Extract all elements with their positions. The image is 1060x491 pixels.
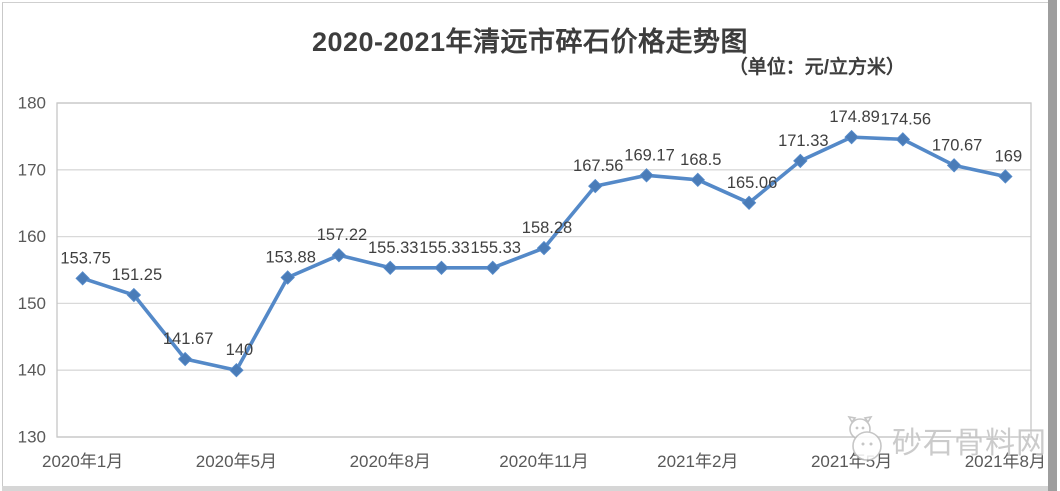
data-point-marker [690,172,705,188]
data-point-value-label: 169.17 [624,146,674,164]
data-point-marker [946,158,962,173]
data-point-marker [588,178,603,194]
data-point-marker [434,260,449,276]
x-tick-label: 2021年8月 [965,452,1046,471]
data-point-value-label: 157.22 [317,226,367,244]
data-point-marker [793,153,808,169]
data-point-marker [280,270,295,285]
data-point-marker [177,351,193,367]
x-tick-label: 2020年11月 [499,452,588,471]
data-point-value-label: 155.33 [419,239,469,257]
y-tick-label: 170 [18,160,46,179]
data-point-value-label: 151.25 [112,266,162,284]
data-point-marker [331,247,347,263]
bottom-edge-band [2,486,1049,491]
data-point-value-label: 153.75 [60,249,110,267]
x-tick-label: 2021年2月 [657,452,738,471]
data-point-marker [536,240,552,256]
x-tick-label: 2020年5月 [196,452,277,471]
y-tick-label: 160 [18,227,46,246]
y-tick-label: 180 [18,94,46,113]
data-point-value-label: 155.33 [471,239,521,257]
data-point-value-label: 158.28 [522,219,572,237]
data-point-value-label: 168.5 [680,151,721,169]
y-tick-label: 150 [18,294,46,313]
data-point-marker [229,362,244,378]
data-point-value-label: 174.89 [829,108,879,126]
data-point-marker [895,132,911,147]
data-point-value-label: 167.56 [573,157,623,175]
y-tick-label: 130 [18,428,46,447]
chart-unit-label: （单位：元/立方米） [728,57,905,78]
data-point-value-label: 165.06 [727,174,777,192]
data-point-marker [639,168,654,183]
data-point-value-label: 155.33 [368,239,418,257]
data-point-marker [998,169,1013,184]
chart-title: 2020-2021年清远市碎石价格走势图 [311,27,749,57]
data-point-marker [485,260,500,276]
right-edge-band [1048,0,1057,491]
data-point-value-label: 170.67 [932,136,982,154]
data-point-marker [383,260,398,276]
x-tick-label: 2020年8月 [350,452,431,471]
data-point-value-label: 140 [226,341,254,359]
data-point-value-label: 169 [995,147,1023,165]
data-point-value-label: 141.67 [163,330,213,348]
data-point-value-label: 174.56 [881,110,931,128]
data-point-marker [75,271,90,286]
data-point-marker [126,287,142,303]
data-point-value-label: 153.88 [265,248,315,266]
y-tick-label: 140 [18,361,46,380]
data-point-marker [844,129,859,145]
x-tick-label: 2021年5月 [811,452,892,471]
data-point-marker [741,195,757,211]
plot-area-border [56,102,1032,438]
data-point-value-label: 171.33 [778,132,828,150]
x-tick-label: 2020年1月 [42,452,123,471]
